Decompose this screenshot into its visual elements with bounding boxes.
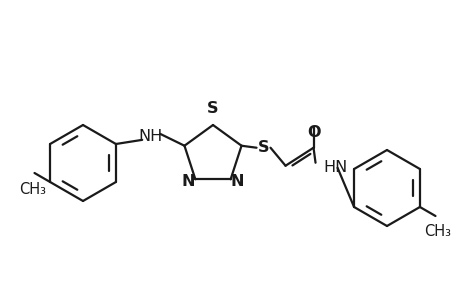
Text: S: S xyxy=(257,140,269,155)
Text: N: N xyxy=(230,174,244,189)
Text: S: S xyxy=(207,101,218,116)
Text: NH: NH xyxy=(138,129,162,144)
Text: HN: HN xyxy=(323,160,347,175)
Text: CH₃: CH₃ xyxy=(423,224,450,239)
Text: O: O xyxy=(306,125,319,140)
Text: CH₃: CH₃ xyxy=(19,182,46,197)
Text: N: N xyxy=(181,174,195,189)
